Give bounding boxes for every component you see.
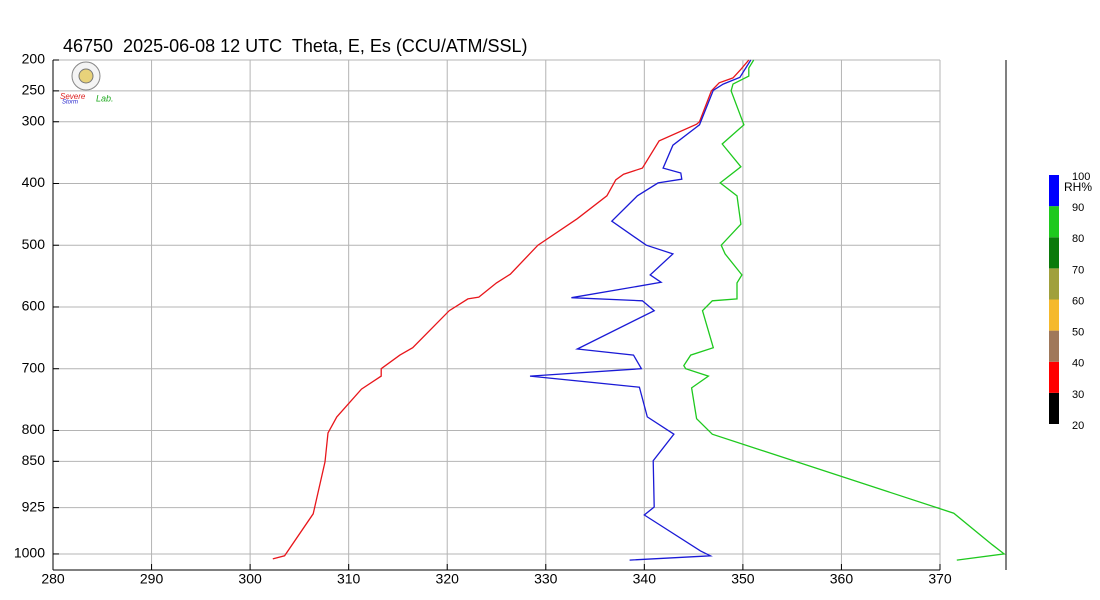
colorbar-segment [1049, 268, 1059, 300]
y-tick-label: 700 [22, 359, 46, 375]
chart-title: 46750 2025-06-08 12 UTC Theta, E, Es (CC… [63, 36, 528, 56]
x-tick-label: 340 [633, 571, 657, 587]
colorbar-segment [1049, 206, 1059, 238]
colorbar-tick-label: 100 [1072, 171, 1090, 183]
colorbar-tick-label: 80 [1072, 233, 1084, 245]
colorbar-segment [1049, 299, 1059, 331]
series-line [529, 59, 752, 561]
y-tick-label: 800 [22, 421, 46, 437]
colorbar-segment [1049, 330, 1059, 362]
x-tick-label: 310 [337, 571, 361, 587]
x-tick-label: 370 [928, 571, 952, 587]
colorbar-segment [1049, 237, 1059, 269]
colorbar-tick-label: 50 [1072, 327, 1084, 339]
x-tick-label: 360 [830, 571, 854, 587]
colorbar-tick-label: 70 [1072, 264, 1084, 276]
colorbar-segment [1049, 175, 1059, 207]
colorbar-tick-label: 20 [1072, 420, 1084, 432]
logo-emblem-center [78, 68, 94, 84]
y-tick-label: 600 [22, 298, 46, 314]
colorbar-label: RH% [1064, 180, 1092, 194]
y-tick-label: 1000 [14, 545, 45, 561]
y-tick-label: 500 [22, 236, 46, 252]
colorbar-segment [1049, 361, 1059, 393]
colorbar-segment [1049, 392, 1059, 424]
logo-word: Lab. [96, 93, 114, 103]
logo: Severe Storm Lab. [60, 61, 114, 106]
y-tick-label: 250 [22, 82, 46, 98]
x-tick-label: 280 [41, 571, 65, 587]
x-tick-label: 320 [436, 571, 460, 587]
y-tick-label: 850 [22, 452, 46, 468]
y-tick-label: 200 [22, 51, 46, 67]
x-tick-label: 350 [731, 571, 755, 587]
y-tick-label: 300 [22, 112, 46, 128]
y-tick-label: 400 [22, 174, 46, 190]
x-tick-label: 330 [534, 571, 558, 587]
x-tick-label: 300 [238, 571, 262, 587]
colorbar-tick-label: 40 [1072, 358, 1084, 370]
series-line [272, 59, 750, 560]
colorbar-tick-label: 30 [1072, 389, 1084, 401]
colorbar-tick-label: 60 [1072, 295, 1084, 307]
y-tick-label: 925 [22, 498, 46, 514]
x-tick-label: 290 [140, 571, 164, 587]
logo-word: Storm [62, 100, 78, 106]
logo-word: Severe [60, 92, 86, 101]
colorbar-tick-label: 90 [1072, 202, 1084, 214]
series-line [683, 59, 1006, 561]
